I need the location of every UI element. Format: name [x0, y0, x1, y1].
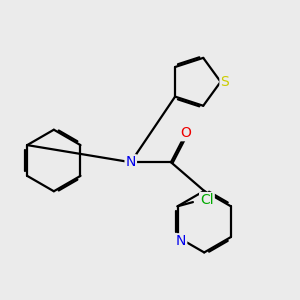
Text: N: N — [126, 155, 136, 169]
Text: S: S — [220, 75, 229, 89]
Text: O: O — [181, 126, 191, 140]
Text: Cl: Cl — [200, 193, 214, 207]
Text: N: N — [176, 234, 186, 248]
